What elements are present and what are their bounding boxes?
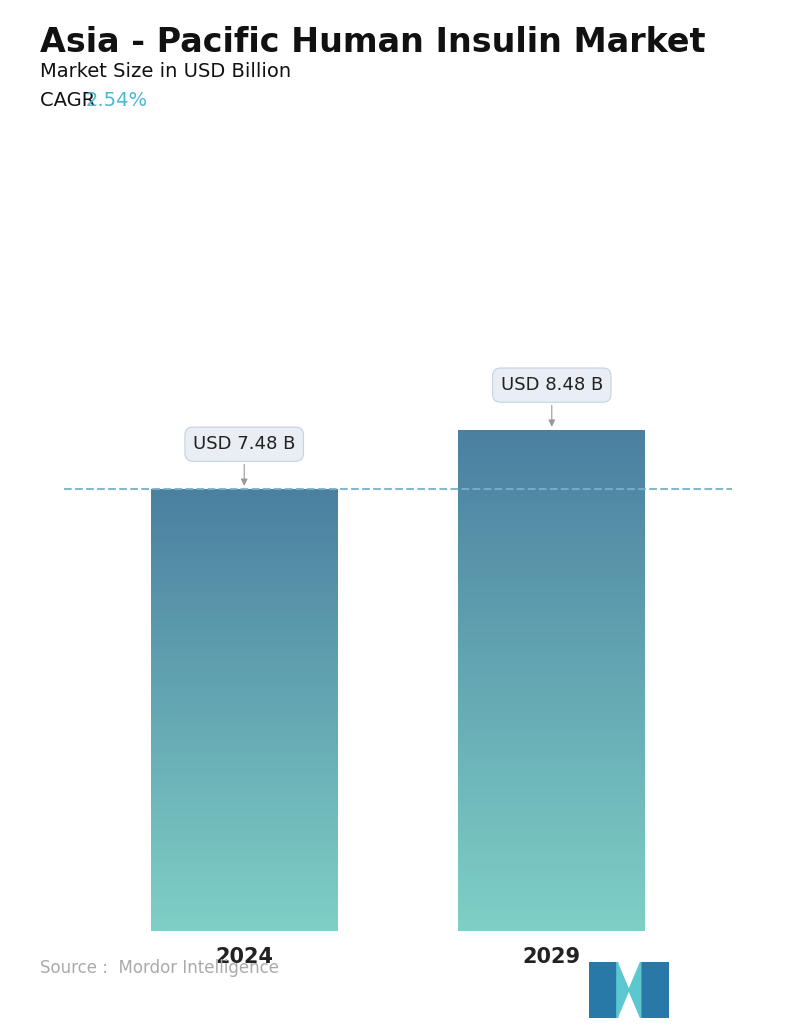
Text: Market Size in USD Billion: Market Size in USD Billion (40, 62, 291, 81)
Polygon shape (641, 962, 669, 1018)
Polygon shape (617, 962, 641, 1018)
Text: USD 7.48 B: USD 7.48 B (193, 435, 295, 485)
Text: 2.54%: 2.54% (86, 91, 148, 110)
Polygon shape (589, 962, 617, 1018)
Text: Asia - Pacific Human Insulin Market: Asia - Pacific Human Insulin Market (40, 26, 705, 59)
Text: CAGR: CAGR (40, 91, 101, 110)
Text: USD 8.48 B: USD 8.48 B (501, 376, 603, 426)
Text: Source :  Mordor Intelligence: Source : Mordor Intelligence (40, 960, 279, 977)
